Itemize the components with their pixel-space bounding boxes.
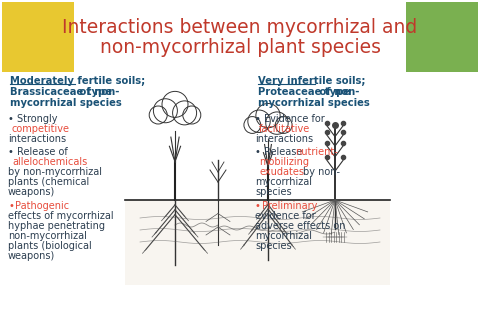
Text: species: species — [255, 241, 292, 251]
Text: • Strongly: • Strongly — [8, 114, 58, 124]
Text: hyphae penetrating: hyphae penetrating — [8, 221, 105, 231]
Text: of non-: of non- — [316, 87, 360, 97]
Text: Proteaceae type: Proteaceae type — [258, 87, 350, 97]
FancyBboxPatch shape — [2, 2, 74, 72]
Text: mobilizing: mobilizing — [259, 157, 309, 167]
Text: plants (biological: plants (biological — [8, 241, 92, 251]
Text: Interactions between mycorrhizal and: Interactions between mycorrhizal and — [62, 18, 418, 37]
Text: •: • — [255, 201, 261, 211]
Text: mycorrhizal: mycorrhizal — [255, 177, 312, 187]
Text: nutrient-: nutrient- — [295, 147, 338, 157]
Text: mycorrhizal species: mycorrhizal species — [258, 98, 370, 108]
Text: by non-mycorrhizal: by non-mycorrhizal — [8, 167, 102, 177]
FancyBboxPatch shape — [125, 200, 390, 285]
Text: Pathogenic: Pathogenic — [15, 201, 69, 211]
Text: allelochemicals: allelochemicals — [12, 157, 87, 167]
Text: non-mycorrhizal: non-mycorrhizal — [8, 231, 87, 241]
Text: exudates: exudates — [259, 167, 304, 177]
Text: • Release: • Release — [255, 147, 302, 157]
Text: Very infertile soils;: Very infertile soils; — [258, 76, 365, 86]
Text: by non-: by non- — [303, 167, 340, 177]
Text: species: species — [255, 187, 292, 197]
Text: weapons): weapons) — [8, 251, 55, 261]
Text: adverse effects on: adverse effects on — [255, 221, 346, 231]
Text: non-mycorrhizal plant species: non-mycorrhizal plant species — [99, 38, 381, 57]
Text: mycorrhizal species: mycorrhizal species — [10, 98, 122, 108]
Text: interactions: interactions — [8, 134, 66, 144]
Text: interactions: interactions — [255, 134, 313, 144]
Text: plants (chemical: plants (chemical — [8, 177, 89, 187]
Text: weapons): weapons) — [8, 187, 55, 197]
Text: competitive: competitive — [12, 124, 70, 134]
Text: Brassicaceae type: Brassicaceae type — [10, 87, 112, 97]
Text: Preliminary: Preliminary — [262, 201, 317, 211]
Text: •: • — [8, 201, 14, 211]
Text: • Release of: • Release of — [8, 147, 68, 157]
Text: effects of mycorrhizal: effects of mycorrhizal — [8, 211, 114, 221]
Text: evidence for: evidence for — [255, 211, 316, 221]
Text: Moderately fertile soils;: Moderately fertile soils; — [10, 76, 145, 86]
Text: • Evidence for: • Evidence for — [255, 114, 325, 124]
FancyBboxPatch shape — [406, 2, 478, 72]
Text: of non-: of non- — [76, 87, 120, 97]
Text: mycorrhizal: mycorrhizal — [255, 231, 312, 241]
Text: facilitative: facilitative — [259, 124, 310, 134]
